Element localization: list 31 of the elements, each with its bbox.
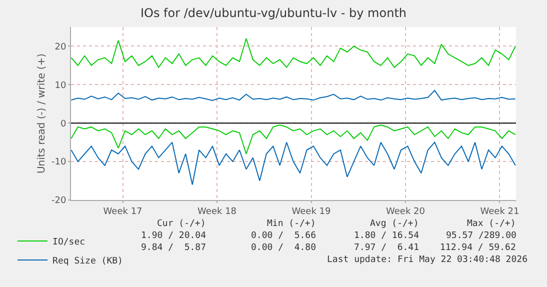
y-tick-label: 10 [54, 80, 66, 91]
x-tick-label: Week 17 [103, 206, 142, 217]
text: Last update: Fri May 22 03:40:48 2026 [327, 255, 528, 265]
line-series [71, 90, 516, 101]
y-axis-title: Units read (-) / write (+) [36, 53, 48, 174]
text: Min (-/+) [267, 219, 316, 229]
x-tick-label: Week 20 [386, 206, 426, 217]
line-series [71, 38, 516, 68]
line-series [71, 124, 516, 154]
text: Max (-/+) [467, 219, 516, 229]
text: Avg (-/+) [370, 219, 419, 229]
y-tick-label: 20 [54, 42, 66, 52]
legend-label: Req Size (KB) [52, 256, 123, 267]
x-tick-label: Week 21 [480, 206, 520, 217]
y-tick-label: -10 [51, 158, 66, 168]
x-tick-label: Week 18 [198, 206, 237, 217]
text: 0.00 / 4.80 [251, 243, 316, 253]
y-tick-label: -20 [51, 196, 66, 206]
text: 1.80 / 16.54 [354, 231, 420, 241]
legend-label: IO/sec [52, 238, 86, 248]
text: 9.84 / 5.87 [141, 243, 206, 253]
x-tick-label: Week 19 [292, 206, 332, 217]
text: 112.94 / 59.62 [440, 243, 516, 253]
text: Cur (-/+) [157, 219, 206, 229]
text: 0.00 / 5.66 [251, 231, 316, 241]
line-series [71, 142, 516, 186]
text: 7.97 / 6.41 [354, 243, 420, 253]
y-tick-label: 0 [60, 119, 66, 130]
chart-title: IOs for /dev/ubuntu-vg/ubuntu-lv - by month [140, 6, 407, 20]
text: 1.90 / 20.04 [141, 231, 206, 241]
text: 95.57 /289.00 [446, 231, 516, 241]
